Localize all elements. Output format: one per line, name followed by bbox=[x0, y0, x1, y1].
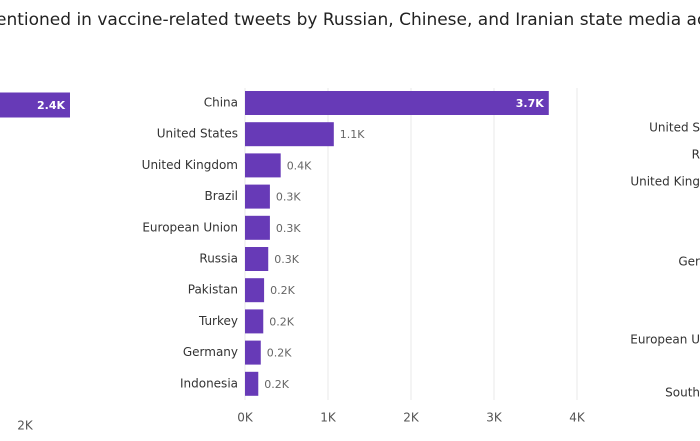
value-label: 0.3K bbox=[274, 253, 299, 266]
bar bbox=[245, 309, 264, 334]
bar bbox=[245, 184, 270, 209]
value-label: 0.4K bbox=[287, 159, 312, 172]
bar bbox=[245, 278, 265, 303]
x-tick-label: 3K bbox=[486, 411, 503, 425]
category-label: Ger bbox=[678, 255, 700, 269]
category-label: Turkey bbox=[198, 314, 238, 328]
category-label: Brazil bbox=[205, 189, 239, 203]
x-tick-label: 2K bbox=[17, 419, 34, 433]
page-title: entioned in vaccine-related tweets by Ru… bbox=[0, 10, 700, 30]
x-tick-label: 0K bbox=[237, 411, 254, 425]
category-label: Indonesia bbox=[180, 376, 238, 390]
bar bbox=[0, 92, 70, 118]
value-label: 0.2K bbox=[270, 284, 295, 297]
category-label: South bbox=[665, 386, 700, 400]
bar bbox=[245, 215, 270, 240]
bar bbox=[245, 247, 269, 271]
x-tick-label: 4K bbox=[569, 411, 586, 425]
category-label: European U bbox=[630, 333, 700, 347]
category-label: United King bbox=[630, 175, 700, 189]
bar bbox=[245, 153, 281, 178]
value-label: 0.2K bbox=[269, 315, 294, 328]
value-label: 3.7K bbox=[516, 97, 544, 110]
category-label: China bbox=[204, 96, 238, 110]
value-label: 2.4K bbox=[37, 99, 65, 112]
value-label: 0.3K bbox=[276, 191, 301, 204]
value-label: 0.2K bbox=[267, 347, 292, 360]
category-label: R bbox=[692, 148, 700, 162]
value-label: 1.1K bbox=[340, 128, 365, 141]
category-label: Pakistan bbox=[188, 283, 238, 297]
bar bbox=[245, 340, 261, 365]
category-label: Russia bbox=[199, 252, 238, 266]
x-tick-label: 2K bbox=[403, 411, 420, 425]
category-label: United S bbox=[649, 121, 700, 135]
category-label: United States bbox=[157, 127, 238, 141]
category-label: United Kingdom bbox=[142, 158, 238, 172]
bar bbox=[245, 122, 334, 147]
bar bbox=[245, 371, 259, 396]
bar bbox=[245, 91, 549, 115]
x-tick-label: 1K bbox=[320, 411, 337, 425]
category-label: Germany bbox=[183, 345, 238, 359]
value-label: 0.3K bbox=[276, 222, 301, 235]
category-label: European Union bbox=[142, 220, 238, 234]
value-label: 0.2K bbox=[264, 378, 289, 391]
